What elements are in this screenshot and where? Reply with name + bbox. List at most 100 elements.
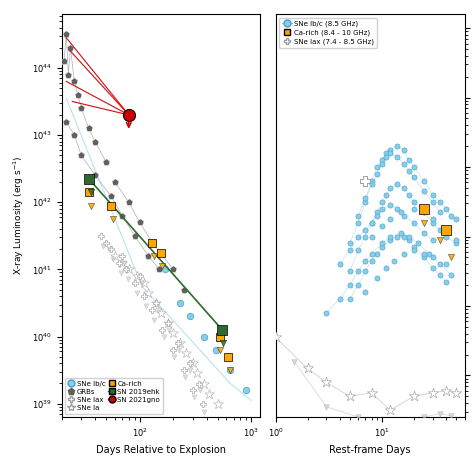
Point bbox=[124, 276, 131, 283]
Point bbox=[368, 257, 375, 264]
Point bbox=[346, 246, 354, 254]
Point bbox=[148, 239, 156, 246]
Point bbox=[120, 259, 128, 266]
Point bbox=[159, 262, 166, 270]
Point bbox=[102, 158, 110, 166]
Point bbox=[322, 379, 330, 386]
Point bbox=[322, 403, 330, 410]
Point bbox=[405, 156, 413, 164]
Point bbox=[420, 254, 428, 261]
Point bbox=[400, 146, 407, 154]
Point bbox=[426, 250, 433, 258]
Point bbox=[393, 181, 401, 188]
Point bbox=[148, 239, 156, 246]
Point bbox=[107, 246, 114, 253]
Point bbox=[159, 326, 166, 334]
Point bbox=[373, 274, 381, 282]
Point bbox=[85, 175, 92, 182]
Point bbox=[386, 215, 394, 223]
Point bbox=[77, 104, 85, 112]
Point bbox=[355, 282, 362, 289]
Point bbox=[368, 250, 375, 258]
Point bbox=[405, 191, 413, 199]
Point bbox=[355, 219, 362, 227]
Point bbox=[346, 282, 354, 289]
Point bbox=[368, 219, 375, 227]
Point bbox=[224, 353, 232, 360]
Point bbox=[210, 427, 218, 434]
Point bbox=[182, 349, 190, 357]
Point bbox=[67, 44, 74, 52]
Point bbox=[420, 188, 428, 195]
Point bbox=[393, 153, 401, 160]
Point bbox=[362, 198, 369, 206]
Point bbox=[397, 209, 404, 216]
Point bbox=[169, 346, 177, 354]
Point bbox=[383, 149, 390, 157]
Point bbox=[140, 292, 148, 300]
Point bbox=[410, 243, 418, 251]
Point bbox=[189, 360, 197, 367]
Point bbox=[187, 366, 194, 374]
Point bbox=[227, 366, 234, 374]
Point bbox=[410, 219, 418, 227]
Point bbox=[169, 329, 177, 337]
Point bbox=[131, 279, 138, 287]
Point bbox=[447, 254, 455, 261]
Point bbox=[442, 278, 450, 285]
Point bbox=[405, 233, 413, 240]
Point bbox=[368, 233, 375, 240]
Point bbox=[442, 226, 450, 233]
Point bbox=[373, 250, 381, 258]
Point bbox=[118, 259, 126, 266]
Point bbox=[140, 279, 148, 287]
Point bbox=[117, 269, 125, 276]
Point bbox=[386, 201, 394, 209]
Point bbox=[429, 264, 437, 272]
Point bbox=[400, 160, 407, 167]
Point bbox=[212, 346, 219, 354]
Point bbox=[164, 319, 172, 327]
Point bbox=[77, 151, 85, 159]
X-axis label: Rest-frame Days: Rest-frame Days bbox=[329, 445, 411, 455]
Point bbox=[429, 198, 437, 206]
Point bbox=[429, 254, 437, 261]
Point bbox=[436, 226, 444, 233]
Point bbox=[71, 78, 78, 85]
Point bbox=[217, 346, 224, 354]
Point bbox=[155, 265, 163, 273]
Point bbox=[362, 267, 369, 275]
Point bbox=[386, 406, 394, 414]
Point bbox=[378, 156, 386, 164]
Point bbox=[304, 365, 311, 372]
Point bbox=[386, 146, 394, 154]
Legend: SNe Ib/c (8.5 GHz), Ca-rich (8.4 - 10 GHz), SNe Iax (7.4 - 8.5 GHz): SNe Ib/c (8.5 GHz), Ca-rich (8.4 - 10 GH… bbox=[279, 18, 377, 47]
Point bbox=[136, 219, 144, 226]
Point bbox=[410, 198, 418, 206]
Point bbox=[63, 118, 70, 126]
Legend: SNe Ib/c, GRBs, SNe Iax, SNe Ia, Ca-rich, SN 2019ehk, SN 2021gno: SNe Ib/c, GRBs, SNe Iax, SNe Ia, Ca-rich… bbox=[65, 378, 163, 414]
Point bbox=[346, 392, 354, 400]
Point bbox=[400, 184, 407, 191]
Point bbox=[452, 215, 460, 223]
Point bbox=[186, 313, 193, 320]
Point bbox=[393, 142, 401, 150]
Point bbox=[272, 333, 279, 341]
Point bbox=[386, 233, 394, 240]
Point bbox=[429, 389, 437, 397]
Point bbox=[107, 202, 114, 210]
Point bbox=[393, 233, 401, 240]
Point bbox=[133, 272, 141, 280]
X-axis label: Days Relative to Explosion: Days Relative to Explosion bbox=[96, 445, 226, 455]
Point bbox=[199, 400, 207, 408]
Point bbox=[390, 257, 398, 264]
Point bbox=[420, 413, 428, 421]
Point bbox=[410, 392, 418, 400]
Point bbox=[400, 250, 407, 258]
Point bbox=[447, 271, 455, 279]
Point bbox=[355, 233, 362, 240]
Point bbox=[405, 167, 413, 174]
Point bbox=[368, 389, 375, 397]
Point bbox=[397, 420, 404, 428]
Point bbox=[152, 299, 160, 307]
